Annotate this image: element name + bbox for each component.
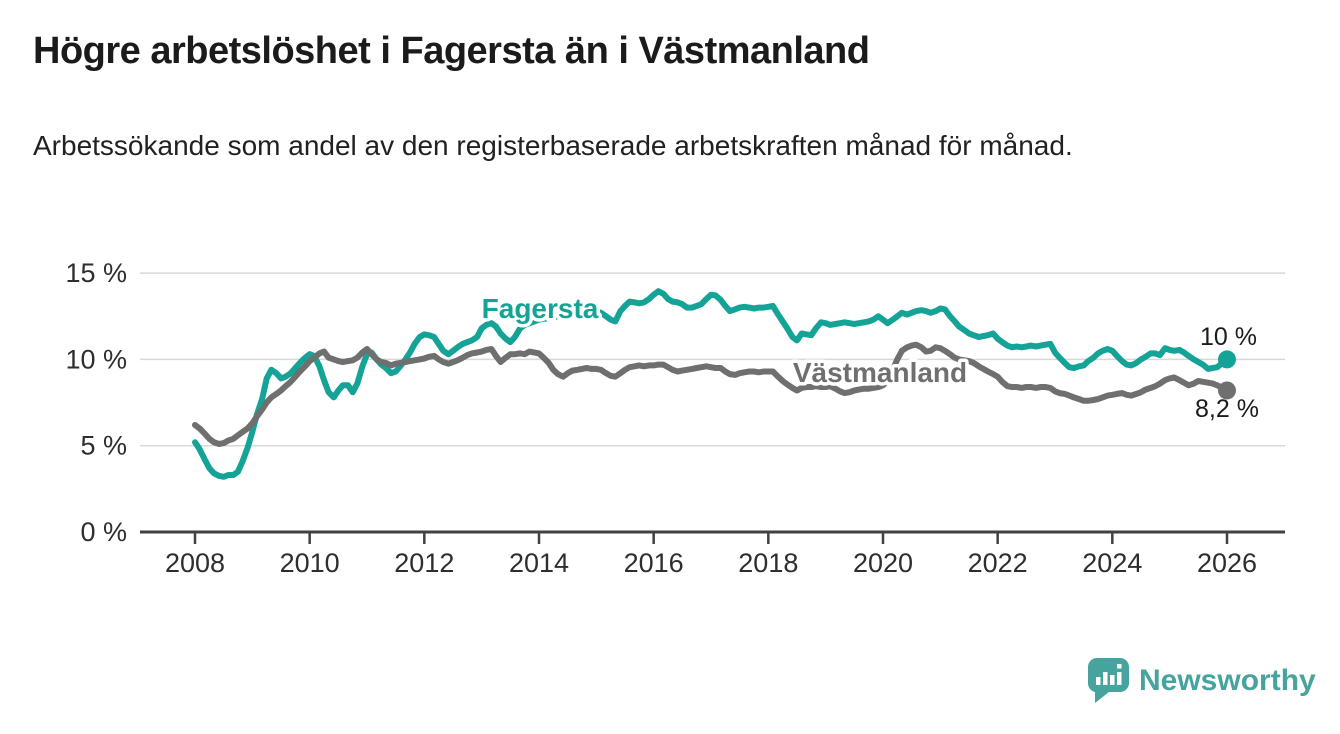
series-end-dot-fagersta [1217, 350, 1236, 369]
newsworthy-icon [1088, 658, 1129, 704]
page-title: Högre arbetslöshet i Fagersta än i Västm… [33, 30, 870, 72]
x-axis-tick-label: 2018 [738, 548, 798, 578]
x-axis-tick-label: 2008 [165, 548, 225, 578]
series-line-västmanland [192, 341, 1230, 447]
x-axis-tick-label: 2026 [1197, 548, 1257, 578]
series-label-fagersta: Fagersta [482, 293, 599, 324]
chart-subtitle: Arbetssökande som andel av den registerb… [33, 130, 1073, 161]
y-axis-tick-label: 10 % [65, 344, 127, 374]
series-label-västmanland: Västmanland [793, 357, 967, 388]
x-axis-tick-label: 2024 [1082, 548, 1142, 578]
x-axis-tick-label: 2012 [394, 548, 454, 578]
newsworthy-logo[interactable]: Newsworthy [1088, 658, 1316, 704]
series-line-fagersta [192, 288, 1230, 480]
x-axis-tick-label: 2016 [624, 548, 684, 578]
y-axis-tick-label: 5 % [80, 431, 127, 461]
x-axis-tick-label: 2014 [509, 548, 569, 578]
x-axis-tick-label: 2022 [968, 548, 1028, 578]
series-end-value-västmanland: 8,2 % [1195, 395, 1259, 423]
y-axis-tick-label: 0 % [80, 517, 127, 547]
x-axis-tick-label: 2020 [853, 548, 913, 578]
series-end-dot-västmanland [1217, 381, 1236, 400]
newsworthy-logo-text: Newsworthy [1139, 664, 1316, 697]
y-axis-tick-label: 15 % [65, 258, 127, 288]
line-chart: 0 % 5 % 10 % 15 % 2008 2010 2012 2014 2016 2018 20… [65, 258, 1285, 578]
series-end-value-fagersta: 10 % [1200, 323, 1257, 351]
x-axis-tick-label: 2010 [280, 548, 340, 578]
